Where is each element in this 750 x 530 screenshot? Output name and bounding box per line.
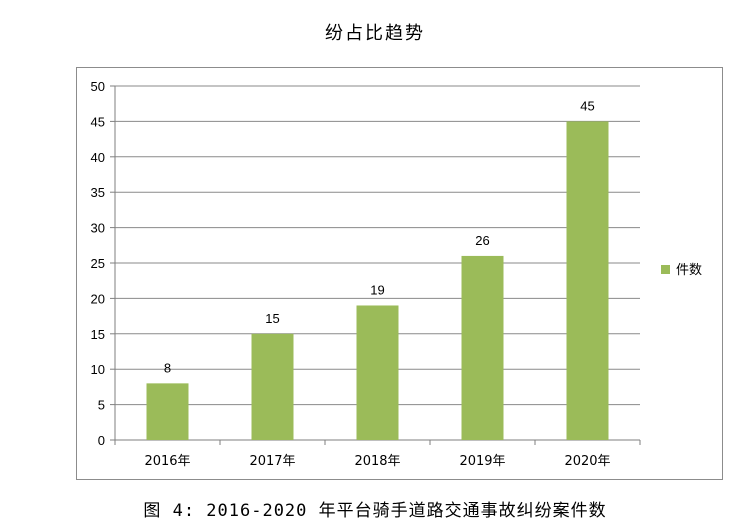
legend-label: 件数 bbox=[676, 263, 702, 278]
y-tick-label: 0 bbox=[98, 433, 105, 448]
x-tick-label: 2018年 bbox=[354, 454, 400, 469]
y-tick-label: 50 bbox=[91, 79, 105, 94]
bar bbox=[461, 255, 504, 440]
chart-top-title: 纷占比趋势 bbox=[325, 23, 425, 44]
data-label: 15 bbox=[265, 311, 279, 326]
y-tick-label: 40 bbox=[91, 150, 105, 165]
bar bbox=[356, 305, 399, 440]
figure-caption: 图 4: 2016-2020 年平台骑手道路交通事故纠纷案件数 bbox=[143, 501, 607, 521]
data-label: 45 bbox=[580, 98, 594, 113]
y-tick-label: 45 bbox=[91, 114, 105, 129]
bar bbox=[251, 333, 294, 440]
y-tick-label: 25 bbox=[91, 256, 105, 271]
y-tick-label: 15 bbox=[91, 327, 105, 342]
x-tick-label: 2019年 bbox=[459, 454, 505, 469]
legend-swatch bbox=[661, 265, 670, 274]
x-tick-label: 2017年 bbox=[249, 454, 295, 469]
chart-frame bbox=[76, 67, 723, 480]
bar bbox=[566, 121, 609, 441]
y-tick-label: 10 bbox=[91, 362, 105, 377]
x-tick-label: 2020年 bbox=[564, 454, 610, 469]
y-tick-label: 35 bbox=[91, 185, 105, 200]
y-tick-label: 5 bbox=[98, 398, 105, 413]
y-tick-label: 20 bbox=[91, 291, 105, 306]
x-tick-label: 2016年 bbox=[144, 454, 190, 469]
data-label: 8 bbox=[164, 360, 171, 375]
bar bbox=[146, 383, 189, 440]
data-label: 26 bbox=[475, 233, 489, 248]
y-tick-label: 30 bbox=[91, 221, 105, 236]
data-label: 19 bbox=[370, 282, 384, 297]
